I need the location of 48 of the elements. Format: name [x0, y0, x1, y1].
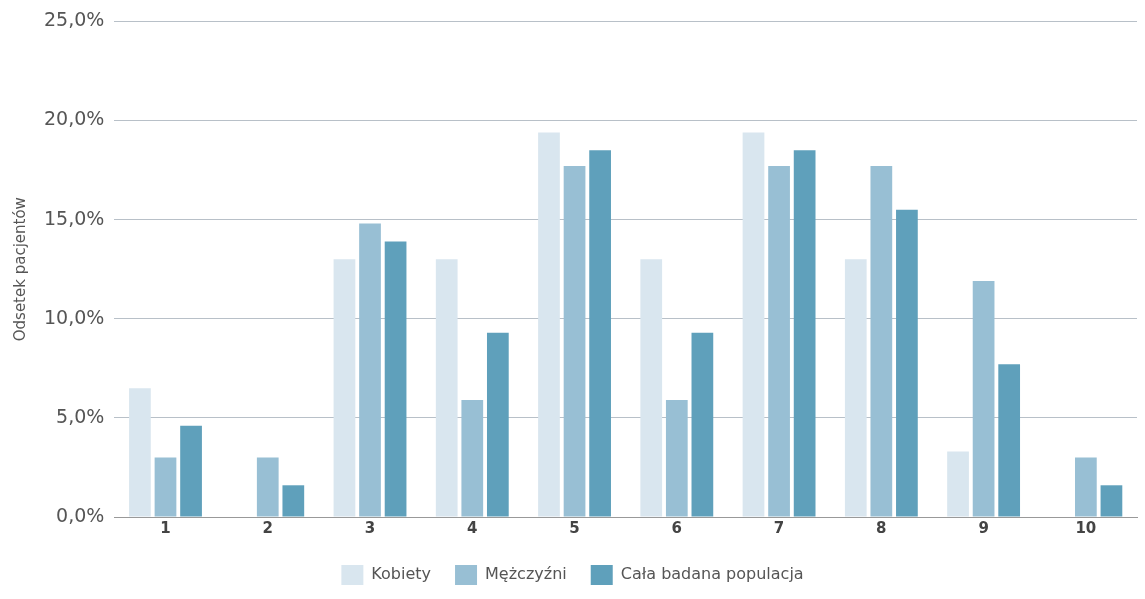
bar [1100, 485, 1123, 517]
x-tick-label: 5 [569, 518, 580, 537]
bar [691, 332, 714, 517]
y-tick-label: 25,0% [44, 8, 105, 31]
x-tick-label: 6 [671, 518, 683, 537]
bar [665, 400, 688, 517]
y-tick-label: 20,0% [44, 107, 105, 130]
legend-label: Kobiety [371, 564, 432, 584]
bar [435, 259, 458, 517]
y-tick-label: 5,0% [56, 404, 105, 427]
bar [384, 241, 407, 517]
bar [359, 223, 381, 517]
x-tick-label: 4 [467, 518, 478, 537]
bar [589, 150, 611, 517]
bar [256, 457, 279, 517]
legend-label: Mężczyźni [485, 564, 567, 584]
bar [896, 209, 918, 517]
x-tick-label: 1 [160, 518, 171, 537]
y-tick-label: 15,0% [44, 206, 105, 229]
bar [461, 400, 484, 517]
x-tick-label: 2 [262, 518, 273, 537]
bar [844, 259, 867, 517]
bar [563, 166, 586, 517]
bar [538, 132, 560, 517]
bar [333, 259, 356, 517]
bar [972, 281, 995, 517]
x-tick-label: 7 [773, 518, 785, 537]
x-tick-label: 10 [1075, 518, 1097, 537]
x-tick-label: 9 [978, 518, 989, 537]
bar [180, 425, 202, 517]
bar [486, 332, 509, 517]
y-tick-label: 0,0% [56, 503, 105, 526]
bar [947, 451, 969, 517]
bar [129, 388, 151, 517]
bar [282, 485, 305, 517]
y-tick-label: 10,0% [44, 305, 105, 328]
bar [640, 259, 663, 517]
x-tick-label: 3 [364, 518, 376, 537]
bar [870, 166, 893, 517]
bar [1075, 457, 1097, 517]
bar [154, 457, 177, 517]
bar [768, 166, 790, 517]
bar [742, 132, 765, 517]
x-tick-label: 8 [876, 518, 887, 537]
y-axis-title: Odsetek pacjentów [10, 197, 29, 342]
bar [793, 150, 816, 517]
bar [998, 364, 1021, 517]
legend-label: Cała badana populacja [620, 564, 804, 584]
